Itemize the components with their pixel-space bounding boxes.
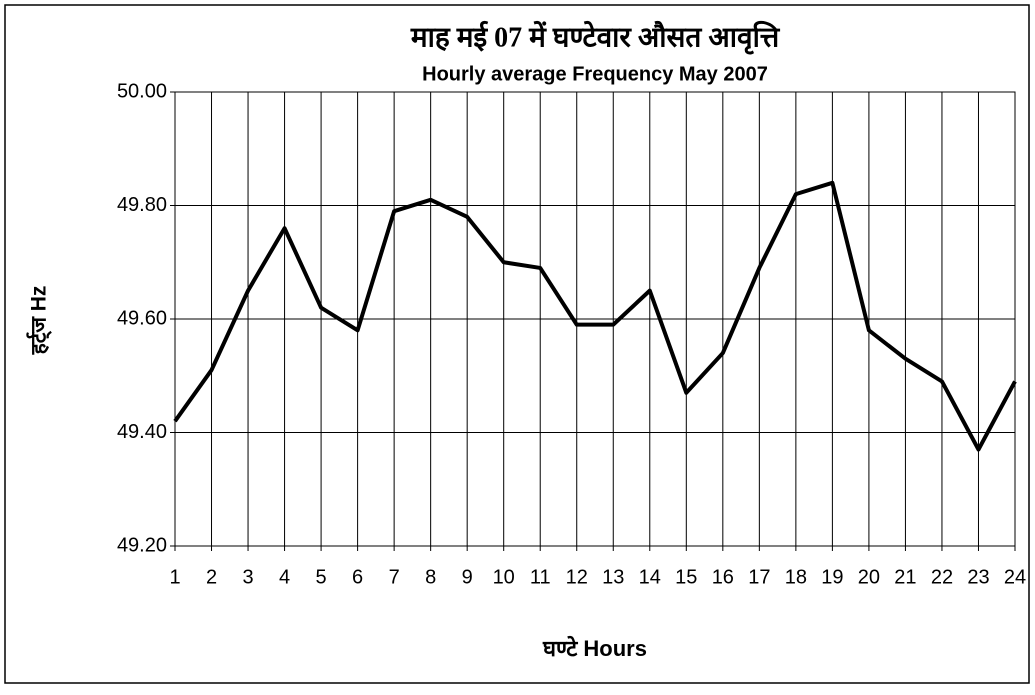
x-tick-label: 6 (352, 566, 363, 588)
y-axis-label: हर्ट्ज Hz (26, 286, 52, 356)
x-tick-label: 12 (566, 566, 588, 588)
x-tick-label: 4 (279, 566, 290, 588)
x-tick-label: 11 (530, 566, 551, 588)
x-tick-label: 17 (748, 566, 770, 588)
data-line (173, 180, 1017, 452)
x-tick-label: 22 (931, 566, 953, 588)
y-tick-label: 49.80 (117, 194, 167, 216)
y-tick-label: 49.40 (117, 421, 167, 443)
x-tick-label: 16 (712, 566, 734, 588)
x-axis-label: घण्टे Hours (542, 635, 647, 661)
x-tick-label: 2 (206, 566, 217, 588)
y-tick-label: 50.00 (117, 80, 167, 102)
x-tick-label: 23 (967, 566, 989, 588)
x-tick-label: 19 (821, 566, 843, 588)
x-tick-label: 9 (462, 566, 473, 588)
x-tick-label: 21 (894, 566, 916, 588)
x-tick-label: 13 (602, 566, 624, 588)
x-tick-label: 10 (493, 566, 515, 588)
x-tick-label: 15 (675, 566, 697, 588)
x-tick-label: 14 (639, 566, 661, 588)
y-tick-label: 49.20 (117, 534, 167, 556)
x-tick-label: 3 (242, 566, 253, 588)
chart-title: माह मई 07 में घण्टेवार औसत आवृत्ति (410, 20, 781, 54)
x-tick-label: 8 (425, 566, 436, 588)
x-tick-label: 20 (858, 566, 880, 588)
y-tick-label: 49.60 (117, 307, 167, 329)
chart-subtitle: Hourly average Frequency May 2007 (422, 63, 768, 85)
x-tick-label: 24 (1004, 566, 1026, 588)
x-tick-label: 1 (169, 566, 180, 588)
x-tick-label: 5 (316, 566, 327, 588)
x-tick-label: 18 (785, 566, 807, 588)
x-tick-label: 7 (389, 566, 400, 588)
